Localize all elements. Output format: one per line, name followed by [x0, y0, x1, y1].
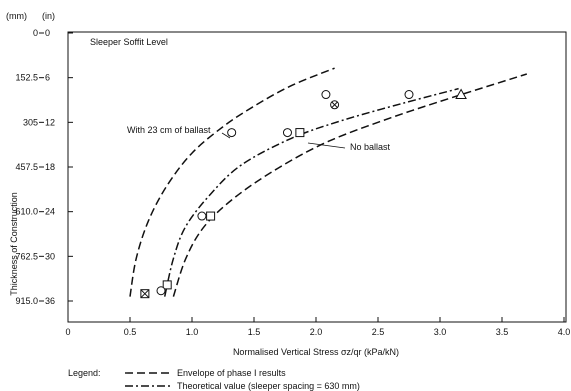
y-unit-in: (in): [42, 11, 55, 21]
y-tick-label-in: 0: [45, 28, 50, 38]
marker-square: [162, 280, 172, 290]
y-tick-label-mm: 152.5: [15, 73, 38, 83]
annotation-no-ballast-leader: [307, 142, 346, 149]
y-tick-label-in: 6: [45, 73, 50, 83]
x-tick-label: 1.0: [186, 327, 199, 337]
x-tick-label: 3.5: [496, 327, 509, 337]
marker-circle: [404, 90, 414, 100]
data-point-circle: [404, 90, 414, 100]
y-tick-label-mm: 457.5: [15, 162, 38, 172]
y-tick-label-in: 18: [45, 162, 55, 172]
legend-title: Legend:: [68, 368, 101, 378]
data-point-square: [162, 280, 172, 290]
annotation-with-ballast-leader: [221, 132, 231, 139]
marker-cross: [331, 101, 338, 108]
y-tick-label-mm: 610.0: [15, 207, 38, 217]
marker-cross: [140, 289, 150, 299]
data-point-circle-x: [330, 100, 340, 110]
y-tick-label-in: 12: [45, 117, 55, 127]
y-axis-label: Thickness of Construction: [9, 192, 19, 296]
x-tick-label: 1.5: [248, 327, 261, 337]
y-tick-label-in: 36: [45, 296, 55, 306]
x-tick-label: 0: [65, 327, 70, 337]
data-point-circle: [156, 286, 166, 296]
annotation-no-ballast: No ballast: [350, 142, 391, 152]
series-line-2: [163, 87, 459, 297]
legend-label-theoretical: Theoretical value (sleeper spacing = 630…: [177, 381, 360, 391]
data-point-square: [206, 211, 216, 221]
data-point-square-x: [140, 289, 150, 299]
chart-markers: [140, 88, 467, 299]
annotation-soffit: Sleeper Soffit Level: [90, 37, 168, 47]
data-point-circle: [282, 128, 292, 138]
marker-circle: [156, 286, 166, 296]
y-tick-label-mm: 762.5: [15, 251, 38, 261]
x-axis-label: Normalised Vertical Stress σz/qr (kPa/kN…: [233, 347, 399, 357]
data-point-triangle: [455, 88, 467, 100]
series-line-1: [129, 67, 335, 297]
y-tick-label-mm: 305: [23, 117, 38, 127]
x-tick-label: 0.5: [124, 327, 137, 337]
x-tick-label: 2.0: [310, 327, 323, 337]
data-point-square: [295, 128, 305, 138]
y-tick-label-mm: 915.0: [15, 296, 38, 306]
marker-circle: [282, 128, 292, 138]
marker-circle: [197, 211, 207, 221]
series-line-3: [172, 73, 528, 297]
data-point-circle: [197, 211, 207, 221]
marker-square: [206, 211, 216, 221]
y-tick-label-mm: 0: [33, 28, 38, 38]
chart-axes: [67, 31, 567, 323]
x-tick-label: 4.0: [558, 327, 571, 337]
y-unit-mm: (mm): [6, 11, 27, 21]
x-tick-label: 2.5: [372, 327, 385, 337]
marker-circle: [321, 90, 331, 100]
plot-frame: [67, 31, 567, 323]
marker-square: [295, 128, 305, 138]
y-tick-label-in: 30: [45, 251, 55, 261]
data-point-circle: [227, 128, 237, 138]
legend-label-envelope: Envelope of phase I results: [177, 368, 286, 378]
data-point-circle: [321, 90, 331, 100]
chart-series: [129, 67, 528, 297]
x-tick-label: 3.0: [434, 327, 447, 337]
y-tick-label-in: 24: [45, 207, 55, 217]
annotation-with-ballast: With 23 cm of ballast: [127, 125, 211, 135]
marker-circle: [227, 128, 237, 138]
